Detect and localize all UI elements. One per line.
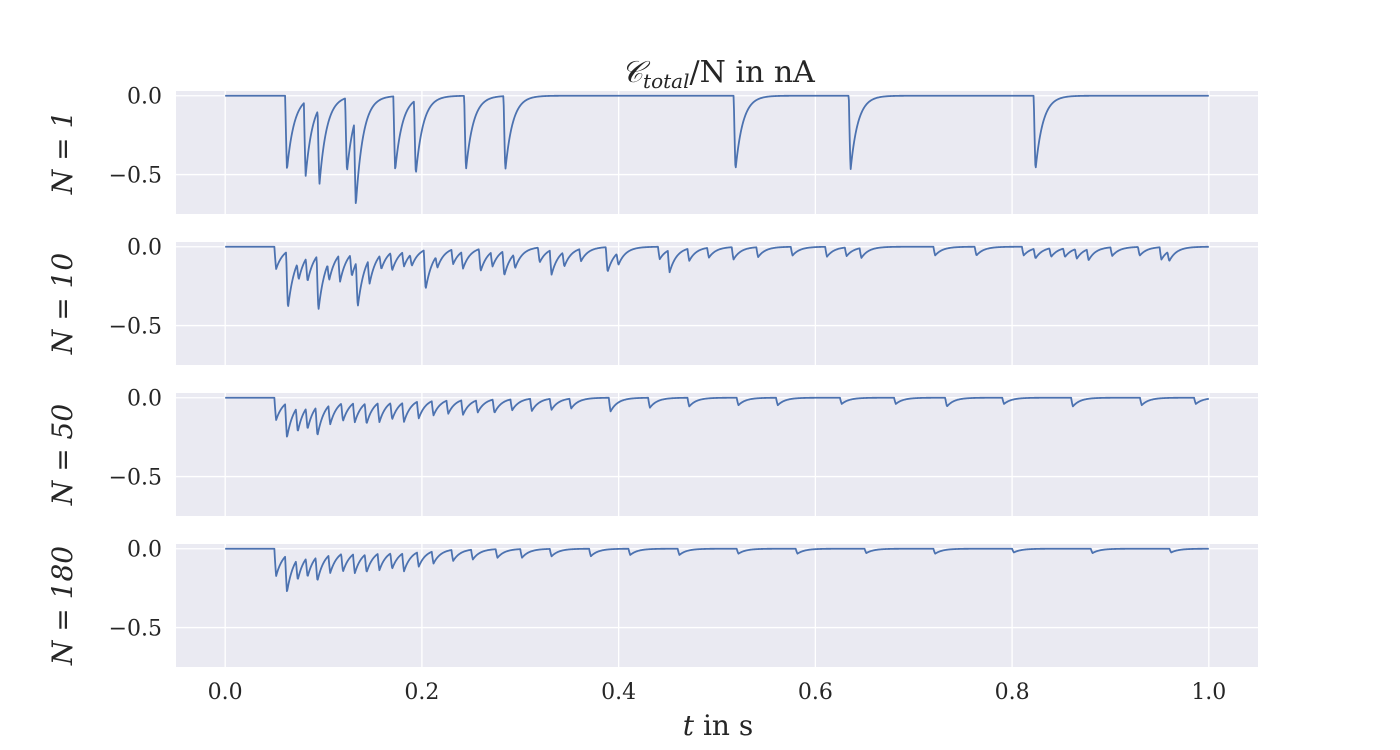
y-tick-label: 0.0 [127, 538, 162, 563]
y-tick-label: 0.0 [127, 236, 162, 261]
panel-3: 0.0 −0.5 N = 50 [46, 387, 1258, 516]
y-tick-label: −0.5 [109, 315, 162, 340]
panel-1: 0.0 −0.5 N = 1 [46, 85, 1258, 214]
x-tick-label: 0.8 [995, 680, 1030, 705]
plot-background [176, 91, 1258, 214]
x-tick-label: 0.6 [798, 680, 833, 705]
x-axis-title: t in s [683, 709, 753, 742]
y-tick-label: −0.5 [109, 617, 162, 642]
signal-line [224, 94, 1210, 205]
x-tick-label: 1.0 [1191, 680, 1226, 705]
y-axis-label: N = 180 [46, 546, 79, 666]
y-tick-label: 0.0 [127, 85, 162, 110]
signal-line [224, 547, 1210, 593]
title-rest: /N in nA [689, 55, 815, 90]
y-axis-label: N = 50 [46, 404, 79, 506]
x-tick-label: 0.0 [208, 680, 243, 705]
x-tick-label: 0.4 [601, 680, 636, 705]
plot-background [176, 242, 1258, 365]
plot-background [176, 544, 1258, 667]
panel-2: 0.0 −0.5 N = 10 [46, 236, 1258, 365]
signal-line [224, 245, 1210, 310]
panels-group: 0.0−0.5N = 10.0−0.5N = 100.0−0.5N = 500.… [46, 85, 1258, 667]
x-axis-rest: in s [694, 709, 753, 742]
plot-background [176, 393, 1258, 516]
y-tick-label: 0.0 [127, 387, 162, 412]
x-axis-var: t [683, 709, 695, 742]
x-tick-label: 0.2 [404, 680, 439, 705]
panel-4: 0.0 −0.5 N = 180 [46, 538, 1258, 667]
y-axis-label: N = 10 [46, 253, 79, 355]
y-axis-label: N = 1 [46, 111, 79, 196]
y-tick-label: −0.5 [109, 164, 162, 189]
chart-title: 𝒞total/N in nA [621, 55, 815, 93]
x-axis: 0.0 0.2 0.4 0.6 0.8 1.0 [208, 680, 1227, 705]
signal-line [224, 396, 1210, 438]
title-sub: total [643, 69, 689, 93]
y-tick-label: −0.5 [109, 466, 162, 491]
